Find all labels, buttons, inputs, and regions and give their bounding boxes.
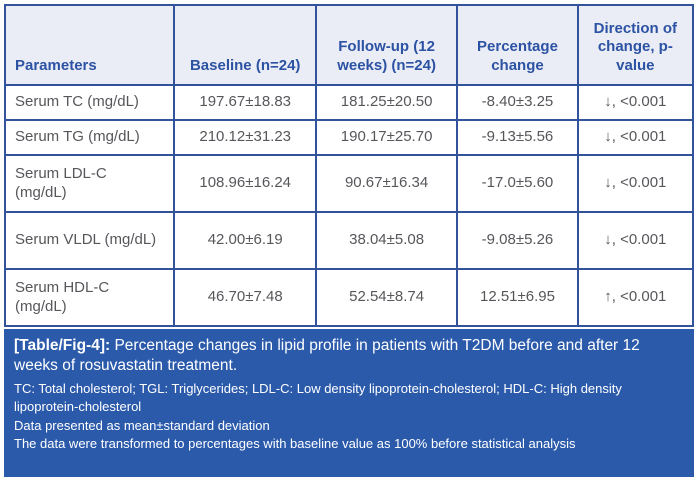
cell-parameter: Serum LDL-C (mg/dL) — [3, 154, 176, 213]
cell-followup: 181.25±20.50 — [314, 84, 459, 121]
table-row: Serum TC (mg/dL) 197.67±18.83 181.25±20.… — [3, 84, 695, 121]
cell-pct-change: -9.13±5.56 — [456, 119, 579, 156]
table-row: Serum HDL-C (mg/dL) 46.70±7.48 52.54±8.7… — [3, 268, 695, 327]
column-header-percentage-change: Percentage change — [456, 4, 579, 86]
table-row: Serum TG (mg/dL) 210.12±31.23 190.17±25.… — [3, 119, 695, 156]
cell-followup: 52.54±8.74 — [314, 268, 459, 327]
cell-direction: ↓, <0.001 — [576, 119, 695, 156]
table-row: Serum LDL-C (mg/dL) 108.96±16.24 90.67±1… — [3, 154, 695, 213]
figure-caption: [Table/Fig-4]: Percentage changes in lip… — [4, 329, 694, 477]
cell-parameter: Serum VLDL (mg/dL) — [3, 211, 176, 270]
cell-parameter: Serum TC (mg/dL) — [3, 84, 176, 121]
cell-followup: 190.17±25.70 — [314, 119, 459, 156]
cell-baseline: 197.67±18.83 — [173, 84, 317, 121]
caption-footnote-mean-sd: Data presented as mean±standard deviatio… — [14, 417, 270, 433]
cell-parameter: Serum HDL-C (mg/dL) — [3, 268, 176, 327]
header-row: Parameters Baseline (n=24) Follow-up (12… — [3, 4, 695, 86]
cell-direction: ↑, <0.001 — [576, 268, 695, 327]
caption-title: [Table/Fig-4]: Percentage changes in lip… — [14, 336, 684, 377]
cell-pct-change: -9.08±5.26 — [456, 211, 579, 270]
lipid-profile-table: Parameters Baseline (n=24) Follow-up (12… — [3, 4, 695, 327]
caption-footnote-abbreviations: TC: Total cholesterol; TGL: Triglyceride… — [14, 380, 622, 415]
column-header-parameters: Parameters — [3, 4, 176, 86]
cell-baseline: 42.00±6.19 — [173, 211, 317, 270]
cell-baseline: 108.96±16.24 — [173, 154, 317, 213]
cell-baseline: 46.70±7.48 — [173, 268, 317, 327]
cell-pct-change: 12.51±6.95 — [456, 268, 579, 327]
caption-footnote-transform: The data were transformed to percentages… — [14, 436, 576, 452]
cell-parameter: Serum TG (mg/dL) — [3, 119, 176, 156]
cell-followup: 90.67±16.34 — [314, 154, 459, 213]
caption-label: [Table/Fig-4]: — [14, 337, 111, 354]
cell-pct-change: -8.40±3.25 — [456, 84, 579, 121]
cell-direction: ↓, <0.001 — [576, 84, 695, 121]
cell-followup: 38.04±5.08 — [314, 211, 459, 270]
column-header-followup: Follow-up (12 weeks) (n=24) — [314, 4, 459, 86]
column-header-baseline: Baseline (n=24) — [173, 4, 317, 86]
cell-pct-change: -17.0±5.60 — [456, 154, 579, 213]
caption-title-text: Percentage changes in lipid profile in p… — [14, 337, 640, 375]
cell-direction: ↓, <0.001 — [576, 154, 695, 213]
table-row: Serum VLDL (mg/dL) 42.00±6.19 38.04±5.08… — [3, 211, 695, 270]
cell-direction: ↓, <0.001 — [576, 211, 695, 270]
cell-baseline: 210.12±31.23 — [173, 119, 317, 156]
column-header-direction: Direction of change, p-value — [576, 4, 695, 86]
